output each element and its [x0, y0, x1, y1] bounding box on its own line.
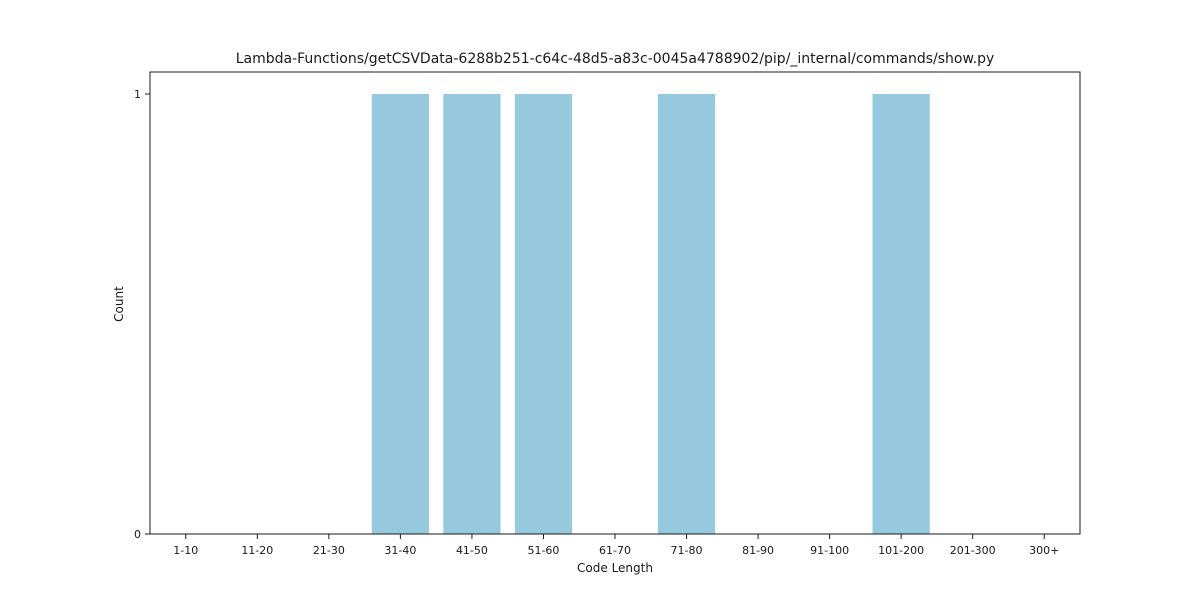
chart-title: Lambda-Functions/getCSVData-6288b251-c64…: [236, 51, 995, 67]
x-tick-label: 81-90: [742, 544, 774, 557]
x-tick-label: 61-70: [599, 544, 631, 557]
y-axis-label: Count: [112, 286, 126, 322]
bar-31-40: [371, 94, 429, 534]
x-tick-label: 91-100: [810, 544, 849, 557]
x-tick-label: 51-60: [527, 544, 559, 557]
y-tick-label: 0: [134, 528, 141, 541]
y-axis: 01: [134, 88, 150, 541]
x-tick-label: 300+: [1029, 544, 1059, 557]
x-axis-label: Code Length: [577, 561, 653, 575]
bar-101-200: [872, 94, 930, 534]
x-tick-label: 1-10: [173, 544, 198, 557]
bars-layer: [371, 94, 930, 534]
x-tick-label: 71-80: [671, 544, 703, 557]
x-tick-label: 201-300: [950, 544, 996, 557]
x-tick-label: 11-20: [241, 544, 273, 557]
x-tick-label: 101-200: [878, 544, 924, 557]
x-tick-label: 41-50: [456, 544, 488, 557]
bar-71-80: [657, 94, 716, 534]
bar-41-50: [443, 94, 501, 534]
plot-frame: [149, 71, 1081, 535]
x-axis: 1-10 11-20 21-30 31-40 41-50 51-60 61-70 71-80 8…: [173, 534, 1059, 557]
x-tick-label: 21-30: [313, 544, 345, 557]
bar-51-60: [514, 94, 573, 534]
y-tick-label: 1: [134, 88, 141, 101]
x-tick-label: 31-40: [384, 544, 416, 557]
